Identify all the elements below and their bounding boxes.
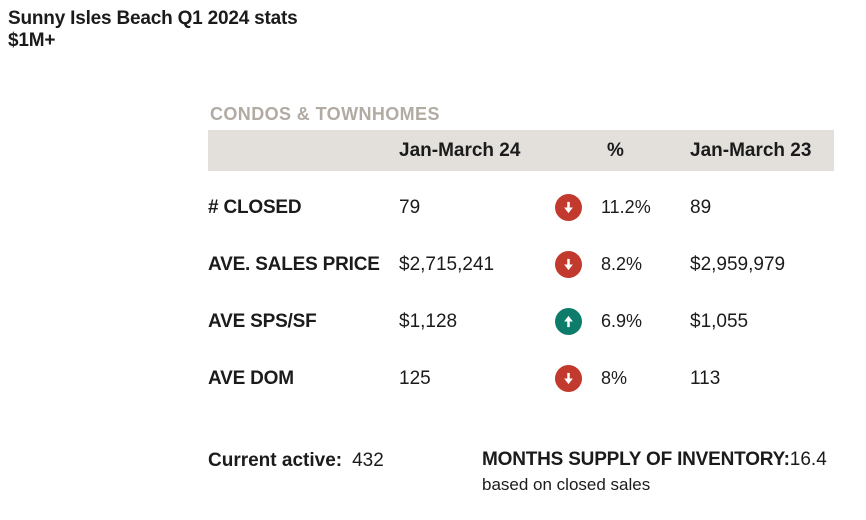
months-supply-note: based on closed sales [482,474,651,494]
table-body: # CLOSED 79 11.2% 89 AVE. SALES PRICE $2… [208,179,834,407]
trend-down-arrow-icon [554,194,582,221]
current-period-value: 79 [399,196,421,218]
trend-down-arrow-icon [554,251,582,278]
prior-period-value: 113 [690,367,721,389]
page-title: Sunny Isles Beach Q1 2024 stats [8,8,298,29]
table-header-row: Jan-March 24 % Jan-March 23 [208,130,834,171]
percent-change-value: 6.9% [601,311,643,331]
months-supply-label: MONTHS SUPPLY OF INVENTORY: [482,449,790,470]
page-subtitle-price-segment: $1M+ [8,29,56,51]
table-row: # CLOSED 79 11.2% 89 [208,179,834,236]
table-row: AVE DOM 125 8% 113 [208,350,834,407]
percent-change-value: 11.2% [601,197,651,217]
page-title-block: Sunny Isles Beach Q1 2024 stats $1M+ [8,8,298,52]
column-header-current-period: Jan-March 24 [399,139,521,161]
table-row: AVE SPS/SF $1,128 6.9% $1,055 [208,293,834,350]
column-header-percent: % [607,139,624,161]
current-period-value: $2,715,241 [399,253,495,275]
current-active-value: 432 [352,450,384,471]
row-label: AVE SPS/SF [208,310,317,332]
percent-change-value: 8% [601,368,628,388]
row-label: AVE DOM [208,367,294,389]
section-label: CONDOS & TOWNHOMES [210,104,440,124]
months-supply-stat: MONTHS SUPPLY OF INVENTORY:16.4 based on… [482,448,854,496]
trend-up-arrow-icon [554,308,582,335]
column-header-prior-period: Jan-March 23 [690,139,812,161]
current-active-label: Current active: [208,450,343,471]
current-active-stat: Current active: 432 [208,450,384,472]
stats-table: CONDOS & TOWNHOMES Jan-March 24 % Jan-Ma… [208,104,834,407]
trend-down-arrow-icon [554,365,582,392]
months-supply-line: MONTHS SUPPLY OF INVENTORY:16.4 [482,448,854,473]
percent-change-value: 8.2% [601,254,643,274]
row-label: # CLOSED [208,196,302,218]
months-supply-value: 16.4 [789,449,827,470]
current-period-value: $1,128 [399,310,458,332]
prior-period-value: $1,055 [690,310,749,332]
prior-period-value: 89 [690,196,712,218]
prior-period-value: $2,959,979 [690,253,786,275]
row-label: AVE. SALES PRICE [208,253,380,275]
table-row: AVE. SALES PRICE $2,715,241 8.2% $2,959,… [208,236,834,293]
current-period-value: 125 [399,367,431,389]
